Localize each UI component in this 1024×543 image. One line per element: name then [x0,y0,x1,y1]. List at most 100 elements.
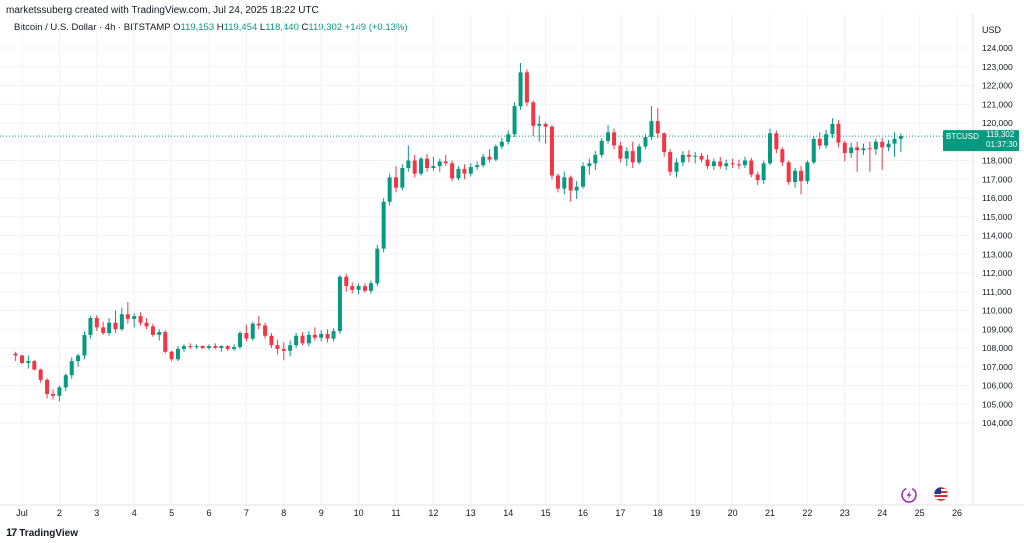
candle-body [175,348,180,360]
candle-body [431,166,436,168]
candle-body [319,333,324,338]
time-tick-label: 13 [466,508,476,518]
candle-body [306,334,311,344]
candle-body [755,174,760,181]
candle-body [612,132,617,146]
time-tick-label: 12 [428,508,438,518]
us-flag-icon[interactable] [933,486,949,502]
candle-body [574,186,579,191]
candle-body [830,123,835,135]
price-tick-label: 108,000 [982,343,1013,353]
candle-body [82,334,87,356]
candle-body [238,333,243,348]
price-tick-label: 114,000 [982,231,1012,241]
price-tick-label: 110,000 [982,306,1012,316]
candle-body [412,160,417,174]
price-tick-label: 116,000 [982,193,1012,203]
candle-body [774,133,779,150]
candle-body [518,72,523,107]
candle-body [107,322,112,333]
candle-body [524,72,529,103]
candle-body [824,134,829,146]
price-tick-label: 120,000 [982,118,1013,128]
price-tick-label: 123,000 [982,62,1013,72]
price-tick-label: 106,000 [982,381,1013,391]
candle-body [699,155,704,160]
candle-body [462,168,467,174]
currency-label[interactable]: USD [982,25,1002,35]
time-tick-label: 5 [169,508,174,518]
candle-body [144,322,149,327]
candle-body [443,161,448,164]
candle-body [512,106,517,135]
candle-body [805,162,810,182]
candle-body [674,162,679,172]
candle-body [375,248,380,284]
candle-body [406,160,411,168]
candle-body [562,177,567,189]
candle-body [793,170,798,183]
time-tick-label: 22 [802,508,812,518]
candle-body [886,143,891,148]
price-tick-label: 113,000 [982,249,1012,259]
candle-body [537,123,542,126]
time-tick-label: 23 [840,508,850,518]
candle-body [101,327,106,333]
price-tick-label: 109,000 [982,324,1013,334]
candle-body [312,334,317,338]
candle-body [356,286,361,290]
time-tick-label: 8 [281,508,286,518]
candle-body [344,276,349,287]
candle-body [26,361,31,363]
time-tick-label: 20 [728,508,738,518]
last-price-symbol: BTCUSD [946,132,979,141]
candle-body [662,133,667,153]
candle-body [263,325,268,336]
candle-body [724,163,729,167]
candle-body [63,375,68,388]
candle-body [680,154,685,163]
candle-body [368,283,373,291]
tradingview-logo-icon: 17 [6,527,17,539]
candle-body [587,163,592,167]
candle-body [568,177,573,191]
time-tick-label: 14 [503,508,513,518]
candle-body [736,164,741,166]
time-axis[interactable]: Jul 2 3 4 5 6 7 8 9 10 11 12 13 14 15 16 17 18 19 20 21 22 23 2… [16,508,962,518]
price-axis[interactable]: 124,000 123,000 122,000 121,000 120,000 118,0… [982,43,1013,428]
candle-body [786,162,791,183]
candle-body [13,353,18,356]
time-tick-label: Jul [16,508,28,518]
time-tick-label: 6 [206,508,211,518]
candle-body [475,165,480,168]
candle-body [742,160,747,166]
candle-body [655,121,660,134]
grid [0,14,973,505]
candle-body [281,348,286,351]
price-tick-label: 105,000 [982,399,1013,409]
candle-body [880,141,885,148]
candle-body [543,123,548,127]
candle-body [481,156,486,166]
candle-body [362,286,367,291]
candle-body [768,133,772,164]
time-tick-label: 24 [877,508,887,518]
time-tick-label: 17 [615,508,625,518]
tradingview-footer[interactable]: 17 TradingView [6,527,78,539]
candle-body [150,326,155,335]
candle-body [749,160,754,175]
lightning-icon[interactable] [901,487,917,503]
candle-body [400,168,405,188]
candle-body [842,142,847,153]
candle-body [705,159,710,167]
candle-body [269,335,274,346]
candle-body [138,316,143,323]
time-tick-label: 3 [94,508,99,518]
candle-body [531,102,536,126]
last-price-badge-bg [943,130,1019,152]
time-tick-label: 19 [690,508,700,518]
candle-body [300,335,305,344]
candle-body [337,276,342,332]
candle-body [94,318,99,328]
